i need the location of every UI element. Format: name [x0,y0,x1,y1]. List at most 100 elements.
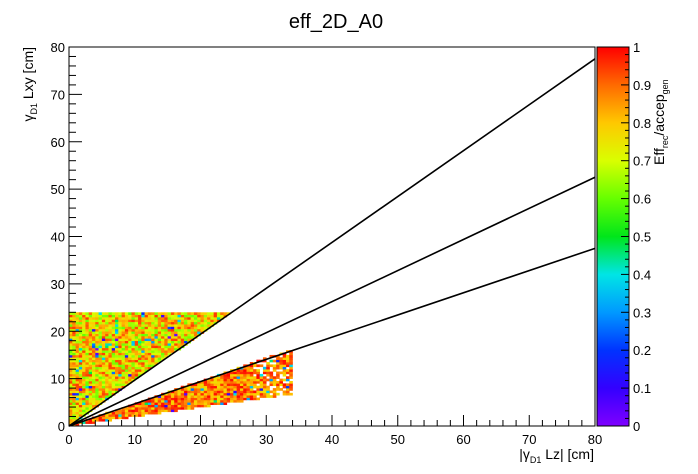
heatmap-cell [167,407,172,410]
heatmap-cell [141,331,145,334]
heatmap-cell [262,366,267,370]
heatmap-cell [147,354,152,358]
heatmap-cell [95,357,99,360]
heatmap-cell [111,350,116,353]
heatmap-cell [69,338,73,342]
heatmap-cell [187,324,191,327]
heatmap-cell [78,331,83,334]
chart-title: eff_2D_A0 [289,11,383,33]
heatmap-cell [285,354,290,358]
heatmap-cell [88,404,93,408]
heatmap-cell [177,392,182,396]
heatmap-cell [75,324,80,327]
heatmap-cell [256,364,260,368]
heatmap-cell [85,380,90,384]
heatmap-cell [88,340,93,344]
heatmap-cell [101,418,106,422]
heatmap-cell [72,395,76,398]
heatmap-cell [236,376,241,379]
heatmap-cell [207,402,211,405]
heatmap-cell [95,347,99,351]
heatmap-cell [180,314,185,318]
heatmap-cell [141,333,145,337]
heatmap-cell [154,347,159,351]
heatmap-cell [105,376,109,379]
heatmap-cell [233,378,237,382]
heatmap-cell [279,380,283,384]
heatmap-cell [138,352,142,356]
heatmap-cell [75,407,80,410]
heatmap-cell [88,333,93,337]
heatmap-cell [82,380,86,384]
heatmap-cell [174,340,178,344]
heatmap-cell [95,395,99,398]
heatmap-cell [131,352,136,356]
heatmap-cell [223,399,228,403]
heatmap-cell [121,326,126,330]
heatmap-cell [88,402,93,405]
heatmap-cell [88,326,93,330]
heatmap-cell [187,326,191,330]
heatmap-cell [82,347,86,351]
heatmap-cell [82,397,86,401]
heatmap-cell [115,340,119,344]
heatmap-cell [164,340,168,344]
heatmap-cell [121,378,126,382]
heatmap-cell [115,385,119,389]
heatmap-cell [141,359,145,363]
heatmap-cell [226,395,231,398]
heatmap-cell [230,373,234,377]
heatmap-cell [128,340,132,344]
heatmap-cell [289,359,293,363]
heatmap-cell [170,324,175,327]
heatmap-cell [75,385,80,389]
heatmap-cell [144,359,149,363]
heatmap-cell [203,390,208,394]
heatmap-cell [174,321,178,325]
heatmap-cell [138,371,142,375]
heatmap-cell [69,352,73,356]
heatmap-cell [233,385,237,389]
heatmap-cell [144,352,149,356]
heatmap-cell [289,380,293,384]
heatmap-cell [75,335,80,339]
heatmap-cell [98,369,103,372]
heatmap-cell [82,331,86,334]
heatmap-cell [259,388,264,391]
heatmap-cell [230,395,234,398]
heatmap-cell [141,338,145,342]
heatmap-cell [193,331,198,334]
heatmap-cell [210,321,214,325]
heatmap-cell [128,350,132,353]
heatmap-cell [111,414,116,417]
heatmap-cell [216,317,221,320]
heatmap-cell [134,350,139,353]
heatmap-cell [141,402,145,405]
heatmap-cell [138,366,142,370]
heatmap-cell [98,359,103,363]
heatmap-cell [92,314,96,318]
heatmap-cell [144,364,149,368]
heatmap-cell [98,312,103,315]
heatmap-cell [134,359,139,363]
heatmap-cell [85,340,90,344]
heatmap-cell [151,338,155,342]
heatmap-cell [118,409,122,413]
z-tick-label: 0.6 [633,192,651,207]
heatmap-cell [111,338,116,342]
x-axis-label-post: Lz| [cm] [541,446,594,462]
heatmap-cell [154,357,159,360]
heatmap-cell [197,395,201,398]
heatmap-cell [88,397,93,401]
heatmap-cell [154,324,159,327]
heatmap-cell [193,328,198,332]
heatmap-cell [256,380,260,384]
heatmap-cell [213,390,218,394]
heatmap-cell [184,312,188,315]
heatmap-cell [266,378,270,382]
heatmap-cell [164,345,168,349]
heatmap-cell [105,324,109,327]
heatmap-cell [285,371,290,375]
heatmap-cell [118,380,122,384]
heatmap-cell [88,350,93,353]
